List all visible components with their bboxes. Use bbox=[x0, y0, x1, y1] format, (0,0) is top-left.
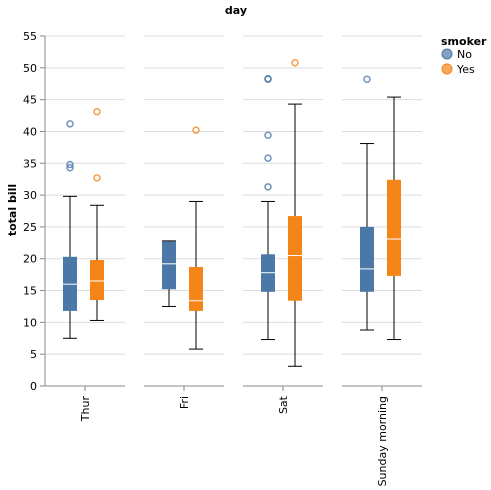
outlier-point bbox=[264, 74, 272, 83]
y-tick-label: 40 bbox=[23, 125, 37, 138]
box-no bbox=[360, 75, 374, 331]
legend-title: smoker bbox=[441, 35, 487, 48]
box-body bbox=[189, 267, 203, 311]
y-tick-label: 25 bbox=[23, 221, 37, 234]
box-yes bbox=[387, 96, 401, 341]
legend-symbol-yes bbox=[441, 63, 453, 75]
outlier-point bbox=[264, 154, 272, 162]
outlier-point bbox=[264, 183, 272, 191]
grid bbox=[45, 35, 422, 387]
panel-fri: Fri bbox=[144, 126, 224, 409]
outlier-point bbox=[93, 174, 101, 182]
legend: smoker No Yes bbox=[441, 35, 487, 76]
outlier-point bbox=[192, 126, 200, 134]
box-body bbox=[288, 216, 302, 301]
y-tick-label: 45 bbox=[23, 94, 37, 107]
outlier-point bbox=[264, 131, 272, 140]
y-tick-label: 35 bbox=[23, 157, 37, 170]
y-tick-label: 10 bbox=[23, 316, 37, 329]
y-tick-label: 20 bbox=[23, 253, 37, 266]
x-tick-label: Sat bbox=[277, 395, 290, 414]
box-yes bbox=[90, 107, 104, 321]
panel-sunday-morning: Sunday morning bbox=[342, 75, 422, 486]
y-tick-label: 55 bbox=[23, 30, 37, 43]
y-axis-title: total bill bbox=[6, 184, 19, 236]
panels: Thur Fri Sat Sunday morning bbox=[45, 58, 422, 486]
box-yes bbox=[288, 58, 302, 367]
outlier-point bbox=[66, 160, 74, 169]
y-tick-label: 50 bbox=[23, 62, 37, 75]
y-tick-label: 5 bbox=[30, 348, 37, 361]
box-body bbox=[387, 179, 401, 276]
box-no bbox=[162, 240, 176, 307]
box-yes bbox=[189, 126, 203, 350]
y-tick-label: 0 bbox=[30, 380, 37, 393]
legend-symbol-no bbox=[441, 48, 453, 60]
column-title: day bbox=[225, 4, 247, 17]
panel-sat: Sat bbox=[243, 58, 323, 414]
x-tick-label: Fri bbox=[178, 396, 191, 409]
panel-thur: Thur bbox=[45, 107, 125, 423]
box-no bbox=[63, 120, 77, 339]
y-tick-label: 15 bbox=[23, 285, 37, 298]
box-no bbox=[261, 74, 275, 341]
x-tick-label: Thur bbox=[79, 396, 92, 423]
box-body bbox=[360, 226, 374, 292]
outlier-point bbox=[93, 107, 101, 116]
box-body bbox=[90, 260, 104, 301]
box-body bbox=[162, 241, 176, 290]
legend-label-yes: Yes bbox=[456, 63, 475, 76]
y-tick-label: 30 bbox=[23, 189, 37, 202]
outlier-point bbox=[291, 58, 299, 67]
x-tick-label: Sunday morning bbox=[376, 396, 389, 486]
outlier-point bbox=[66, 163, 74, 172]
outlier-point bbox=[66, 120, 74, 128]
outlier-point bbox=[363, 75, 371, 84]
y-axis: 0 5 10 15 20 25 30 35 40 45 50 55 bbox=[23, 30, 46, 393]
legend-label-no: No bbox=[457, 48, 472, 61]
